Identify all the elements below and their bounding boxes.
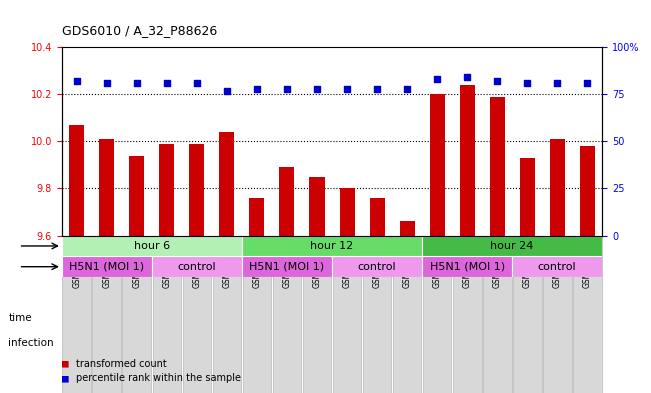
Point (102, 80, 112, 86)
Text: hour 6: hour 6 (134, 241, 170, 251)
Text: transformed count: transformed count (76, 358, 167, 369)
Bar (490, 97, 505, 236)
FancyBboxPatch shape (212, 236, 242, 393)
FancyBboxPatch shape (62, 256, 152, 277)
Text: hour 24: hour 24 (490, 241, 534, 251)
FancyBboxPatch shape (393, 236, 421, 393)
Point (582, 80, 592, 86)
Point (552, 80, 562, 86)
Bar (460, 85, 475, 236)
Text: GDS6010 / A_32_P88626: GDS6010 / A_32_P88626 (62, 24, 217, 37)
Point (462, 74, 473, 81)
Text: ■: ■ (62, 358, 68, 369)
Bar (279, 167, 294, 236)
Point (191, 80, 202, 86)
FancyBboxPatch shape (152, 236, 182, 393)
FancyBboxPatch shape (422, 256, 512, 277)
Point (522, 80, 533, 86)
Bar (340, 189, 355, 236)
Point (402, 85, 412, 92)
FancyBboxPatch shape (243, 236, 271, 393)
Bar (519, 158, 534, 236)
FancyBboxPatch shape (363, 236, 391, 393)
Point (252, 85, 262, 92)
Point (222, 87, 232, 94)
FancyBboxPatch shape (303, 236, 331, 393)
FancyBboxPatch shape (242, 236, 422, 256)
Bar (189, 144, 204, 236)
Text: H5N1 (MOI 1): H5N1 (MOI 1) (249, 262, 325, 272)
FancyBboxPatch shape (332, 256, 422, 277)
Point (492, 78, 503, 84)
Text: control: control (358, 262, 396, 272)
Bar (430, 94, 445, 236)
Bar (370, 198, 385, 236)
Bar (100, 139, 115, 236)
Point (342, 85, 352, 92)
Text: control: control (538, 262, 576, 272)
FancyBboxPatch shape (242, 256, 332, 277)
FancyBboxPatch shape (513, 236, 542, 393)
Bar (130, 156, 145, 236)
Bar (549, 139, 564, 236)
Point (312, 85, 322, 92)
FancyBboxPatch shape (333, 236, 361, 393)
Bar (159, 144, 174, 236)
Point (72, 78, 82, 84)
FancyBboxPatch shape (62, 236, 242, 256)
Bar (309, 177, 324, 236)
Text: H5N1 (MOI 1): H5N1 (MOI 1) (430, 262, 505, 272)
Text: infection: infection (8, 338, 54, 348)
Point (161, 80, 172, 86)
FancyBboxPatch shape (62, 236, 91, 393)
Bar (400, 222, 415, 236)
FancyBboxPatch shape (422, 236, 452, 393)
Text: time: time (8, 312, 32, 323)
FancyBboxPatch shape (182, 236, 212, 393)
FancyBboxPatch shape (273, 236, 301, 393)
Text: H5N1 (MOI 1): H5N1 (MOI 1) (69, 262, 145, 272)
FancyBboxPatch shape (543, 236, 572, 393)
Point (282, 85, 292, 92)
Bar (579, 146, 594, 236)
FancyBboxPatch shape (122, 236, 151, 393)
FancyBboxPatch shape (573, 236, 602, 393)
Bar (219, 132, 234, 236)
Bar (70, 125, 85, 236)
Point (432, 76, 442, 83)
FancyBboxPatch shape (452, 236, 482, 393)
FancyBboxPatch shape (152, 256, 242, 277)
Text: ■: ■ (62, 373, 68, 383)
Text: hour 12: hour 12 (311, 241, 353, 251)
Bar (249, 198, 264, 236)
FancyBboxPatch shape (422, 236, 602, 256)
Text: percentile rank within the sample: percentile rank within the sample (76, 373, 241, 383)
FancyBboxPatch shape (92, 236, 121, 393)
Point (372, 85, 382, 92)
Point (132, 80, 142, 86)
Text: control: control (178, 262, 216, 272)
FancyBboxPatch shape (482, 236, 512, 393)
FancyBboxPatch shape (512, 256, 602, 277)
